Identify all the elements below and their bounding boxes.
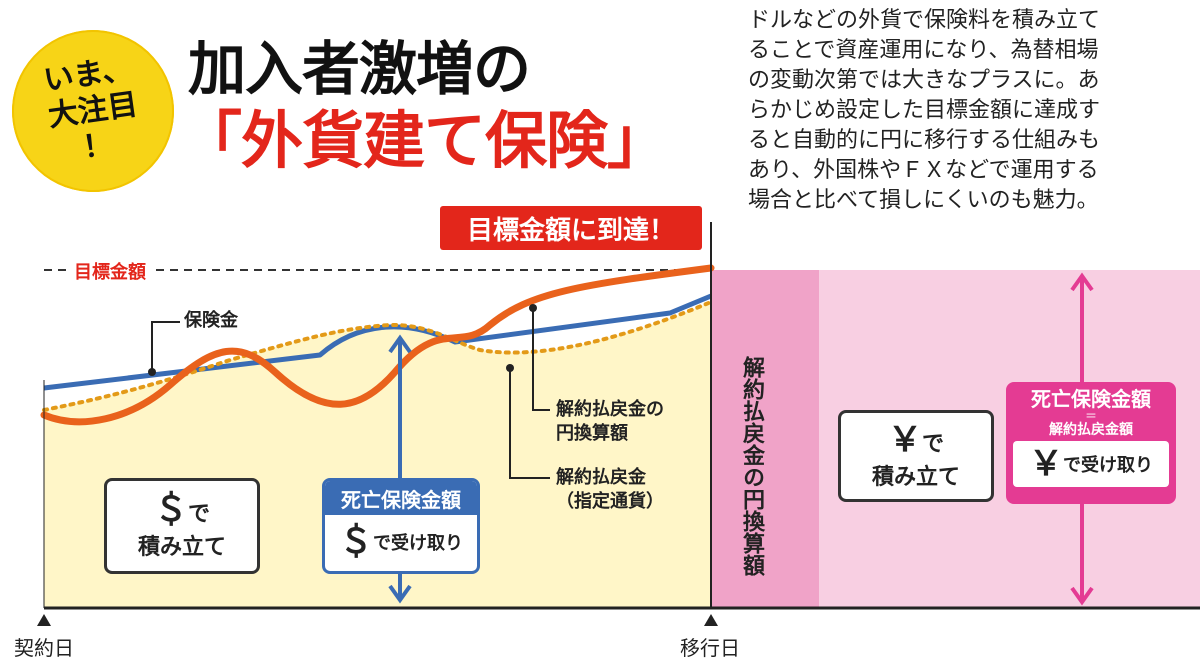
contract-date-label: 契約日 [14, 636, 74, 660]
description-line: ると自動的に円に移行する仕組みも [748, 128, 1101, 153]
headline-line-1: 加入者激増の [188, 35, 531, 103]
yen-conversion-vertical-label: 解約払戻金の円換算額 [739, 356, 764, 576]
dollar-arrow-bottom [388, 584, 412, 604]
description-line: あり、外国株やＦＸなどで運用する [748, 158, 1099, 183]
yen-arrow-bottom [1070, 586, 1094, 606]
yen-arrow-top [1070, 272, 1094, 292]
refund-fx-line [42, 300, 713, 412]
refund-yen-line [40, 264, 715, 426]
refund-amount-text: 解約払戻金額 [1049, 422, 1133, 438]
dollar-symbol: ＄ [339, 522, 373, 562]
equals-sign: ＝ [1084, 409, 1097, 423]
dollar-receive-text: で受け取り [373, 533, 463, 554]
description-paragraph: ドルなどの外貨で保険料を積み立て ることで資産運用になり、為替相場 の変動次第で… [748, 6, 1188, 216]
headline-line-2: 「外貨建て保険」 [180, 104, 669, 177]
start-marker-icon [37, 614, 51, 626]
description-line: ドルなどの外貨で保険料を積み立て [748, 8, 1101, 33]
dollar-savings-box: ＄で 積み立て [104, 478, 260, 574]
target-reached-flag: 目標金額に到達！ [440, 206, 702, 250]
yen-conversion-band [711, 270, 819, 608]
refund-yen-callout [532, 308, 550, 411]
refund-yen-label: 解約払戻金の 円換算額 [556, 398, 664, 446]
yen-symbol: ￥ [887, 420, 922, 460]
refund-fx-label-line-1: 解約払戻金 [556, 467, 646, 488]
switch-date-label: 移行日 [680, 636, 740, 660]
dollar-symbol: ＄ [153, 490, 188, 530]
dollar-death-benefit-box: 死亡保険金額 ＄で受け取り [322, 478, 480, 574]
description-line: らかじめ設定した目標金額に達成す [748, 98, 1101, 123]
target-amount-label: 目標金額 [70, 258, 150, 284]
badge-line-3: ！ [80, 126, 116, 166]
dollar-suffix: で [187, 502, 210, 527]
refund-yen-label-line-2: 円換算額 [556, 423, 628, 444]
refund-fx-label: 解約払戻金 （指定通貨） [556, 466, 664, 514]
description-line: ることで資産運用になり、為替相場 [748, 38, 1099, 63]
dollar-arrow-top [388, 334, 412, 354]
dollar-savings-text: 積み立て [137, 535, 226, 560]
yen-death-benefit-box: 死亡保険金額 ＝ 解約払戻金額 ￥ で受け取り [1006, 382, 1176, 504]
refund-fx-dot [506, 364, 514, 372]
refund-yen-dot [529, 304, 537, 312]
yen-symbol: ￥ [1029, 444, 1063, 484]
yen-suffix: で [921, 432, 944, 457]
description-line: 場合と比べて損しにくいのも魅力。 [748, 188, 1099, 213]
dollar-death-benefit-title: 死亡保険金額 [325, 481, 477, 515]
yen-savings-text: 積み立て [871, 465, 960, 490]
yen-receive-text: で受け取り [1063, 455, 1153, 476]
insurance-label: 保険金 [184, 310, 238, 331]
refund-fx-label-line-2: （指定通貨） [556, 491, 664, 512]
refund-fx-callout [509, 368, 550, 479]
yen-death-benefit-title: 死亡保険金額 [1031, 387, 1151, 411]
description-line: の変動次第では大きなプラスに。あ [748, 68, 1100, 93]
insurance-dot [148, 368, 156, 376]
yen-savings-box: ￥で 積み立て [838, 410, 994, 502]
insurance-callout [151, 321, 180, 372]
switch-marker-icon [704, 614, 718, 626]
refund-yen-label-line-1: 解約払戻金の [556, 399, 664, 420]
